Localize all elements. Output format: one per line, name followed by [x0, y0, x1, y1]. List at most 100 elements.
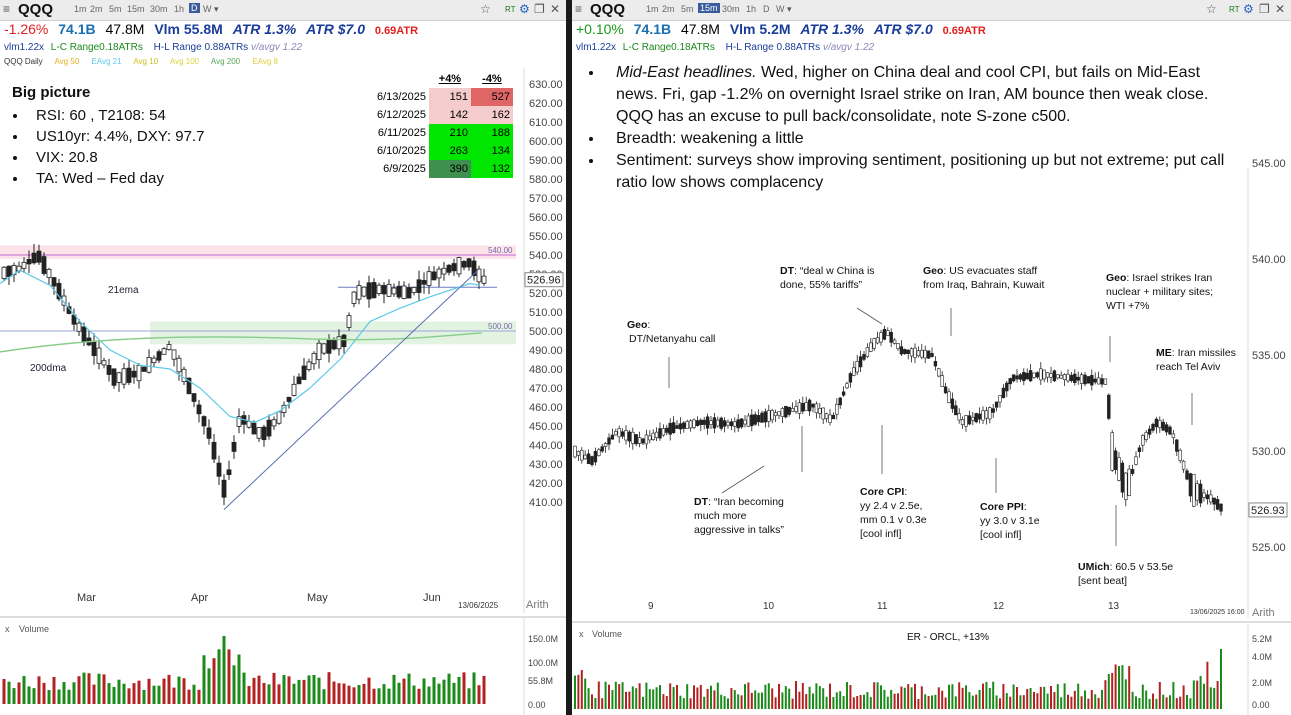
tf-15m[interactable]: 15m: [698, 3, 720, 13]
tf-5m[interactable]: 5m: [681, 4, 694, 14]
candle: [763, 411, 768, 423]
candle: [828, 414, 832, 423]
candle: [26, 259, 32, 265]
volume-bar: [62, 682, 66, 704]
favorite-star-icon[interactable]: ☆: [480, 2, 491, 16]
sync-icon[interactable]: ⚙: [1243, 2, 1254, 16]
tf-2m[interactable]: 2m: [662, 4, 675, 14]
volume-bar: [1213, 687, 1216, 709]
sync-icon[interactable]: ⚙: [519, 2, 530, 16]
volume-pane-label[interactable]: Volume: [592, 629, 623, 639]
dropdown-icon[interactable]: ▾: [214, 4, 219, 14]
chart-menu-icon[interactable]: ≡: [575, 2, 583, 16]
volume-bar: [1114, 664, 1117, 709]
rt-icon[interactable]: RT: [1229, 5, 1240, 14]
candle: [682, 422, 686, 429]
legend-avg200[interactable]: Avg 200: [210, 57, 241, 66]
volume-bar: [611, 690, 614, 709]
candle: [964, 415, 968, 427]
support-zone: [150, 321, 516, 345]
candle: [311, 352, 317, 365]
candle: [381, 285, 387, 295]
volume-value: 47.8M: [681, 21, 720, 37]
volume-bar: [846, 682, 848, 709]
volume-close-icon[interactable]: x: [5, 624, 10, 634]
chart-menu-icon[interactable]: ≡: [3, 2, 11, 16]
volume-bar: [812, 693, 814, 709]
intraday-chart-panel[interactable]: QQQ ≡ 1m 2m 5m 15m 30m 1h D W ▾ ☆ RT ⚙ ❐…: [572, 0, 1291, 715]
annotation-pointer: [856, 307, 883, 325]
row-down: 132: [470, 160, 513, 178]
candle: [406, 287, 412, 299]
tf-30m[interactable]: 30m: [150, 4, 168, 14]
tf-1h[interactable]: 1h: [746, 4, 757, 14]
dropdown-icon[interactable]: ▾: [787, 4, 792, 14]
tf-30m[interactable]: 30m: [722, 4, 740, 14]
volume-bar: [397, 682, 401, 704]
candle: [391, 287, 397, 295]
candle: [580, 449, 584, 461]
volume-bar: [1145, 690, 1148, 709]
legend-avg10[interactable]: Avg 10: [133, 57, 159, 66]
legend-avg50[interactable]: Avg 50: [54, 57, 80, 66]
candle: [586, 453, 591, 465]
candle: [1137, 447, 1142, 452]
tf-1h[interactable]: 1h: [174, 4, 185, 14]
ann-line: much more: [694, 510, 747, 522]
tf-1m[interactable]: 1m: [646, 4, 659, 14]
close-icon[interactable]: ✕: [550, 2, 561, 16]
price-axis-label: 620.00: [529, 98, 563, 110]
favorite-star-icon[interactable]: ☆: [1206, 2, 1217, 16]
tf-2m[interactable]: 2m: [90, 4, 103, 14]
tf-weekly[interactable]: W: [203, 4, 212, 14]
volume-bar: [257, 675, 261, 704]
note-text: Wed, higher on China deal and cool CPI, …: [616, 64, 1209, 125]
daily-chart-panel[interactable]: QQQ ≡ 1m 2m 5m 15m 30m 1h D W ▾ ☆ RT ⚙ ❐…: [0, 0, 566, 715]
tf-1m[interactable]: 1m: [74, 4, 87, 14]
close-icon[interactable]: ✕: [1275, 2, 1286, 16]
volume-bar: [754, 690, 757, 709]
tf-5m[interactable]: 5m: [109, 4, 122, 14]
tf-daily[interactable]: D: [189, 3, 200, 13]
volume-bar: [1087, 698, 1090, 709]
candle: [1086, 376, 1091, 384]
price-axis-label: 545.00: [1252, 158, 1286, 170]
volume-bar: [182, 678, 186, 704]
tf-15m[interactable]: 15m: [127, 4, 145, 14]
volume-pane-label[interactable]: Volume: [19, 624, 50, 634]
volume-bar: [689, 698, 692, 709]
volume-bar: [852, 697, 855, 709]
ann-bold: Geo: [1106, 272, 1127, 284]
volume-bar: [965, 685, 967, 709]
volume-bar: [1162, 694, 1165, 709]
volume-bar: [1019, 695, 1022, 709]
legend-eavg21[interactable]: EAvg 21: [91, 57, 122, 66]
candle: [960, 419, 965, 425]
price-axis-label: 525.00: [1252, 542, 1286, 554]
ann-line: [sent beat]: [1078, 575, 1128, 587]
candle: [81, 326, 87, 343]
symbol-label[interactable]: QQQ: [18, 1, 54, 18]
legend-eavg8[interactable]: EAvg 8: [252, 57, 278, 66]
window-restore-icon[interactable]: ❐: [534, 2, 545, 16]
intraday-price-chart[interactable]: 545.00 540.00 535.00 530.00 525.00 526.93 9 10 1…: [572, 68, 1291, 715]
volume-bar: [1111, 672, 1114, 709]
legend-qqq-daily[interactable]: QQQ Daily: [4, 57, 43, 66]
tf-weekly[interactable]: W: [776, 4, 785, 14]
window-restore-icon[interactable]: ❐: [1259, 2, 1270, 16]
legend-avg100[interactable]: Avg 100: [169, 57, 200, 66]
volume-bar: [1101, 689, 1103, 709]
ann-line: done, 55% tariffs”: [780, 279, 863, 291]
candle: [1202, 492, 1206, 498]
candle: [838, 397, 842, 406]
symbol-label[interactable]: QQQ: [590, 1, 626, 18]
row-date: 6/13/2025: [377, 91, 426, 103]
volume-bar: [951, 684, 954, 709]
candle: [1141, 435, 1145, 446]
daily-price-chart[interactable]: 630.00 620.00 610.00 600.00 590.00 580.00 570.…: [0, 68, 566, 715]
candle: [1028, 370, 1033, 382]
rt-icon[interactable]: RT: [505, 5, 516, 14]
volume-close-icon[interactable]: x: [579, 629, 584, 639]
tf-daily[interactable]: D: [763, 4, 770, 14]
panel-divider[interactable]: [566, 0, 572, 715]
